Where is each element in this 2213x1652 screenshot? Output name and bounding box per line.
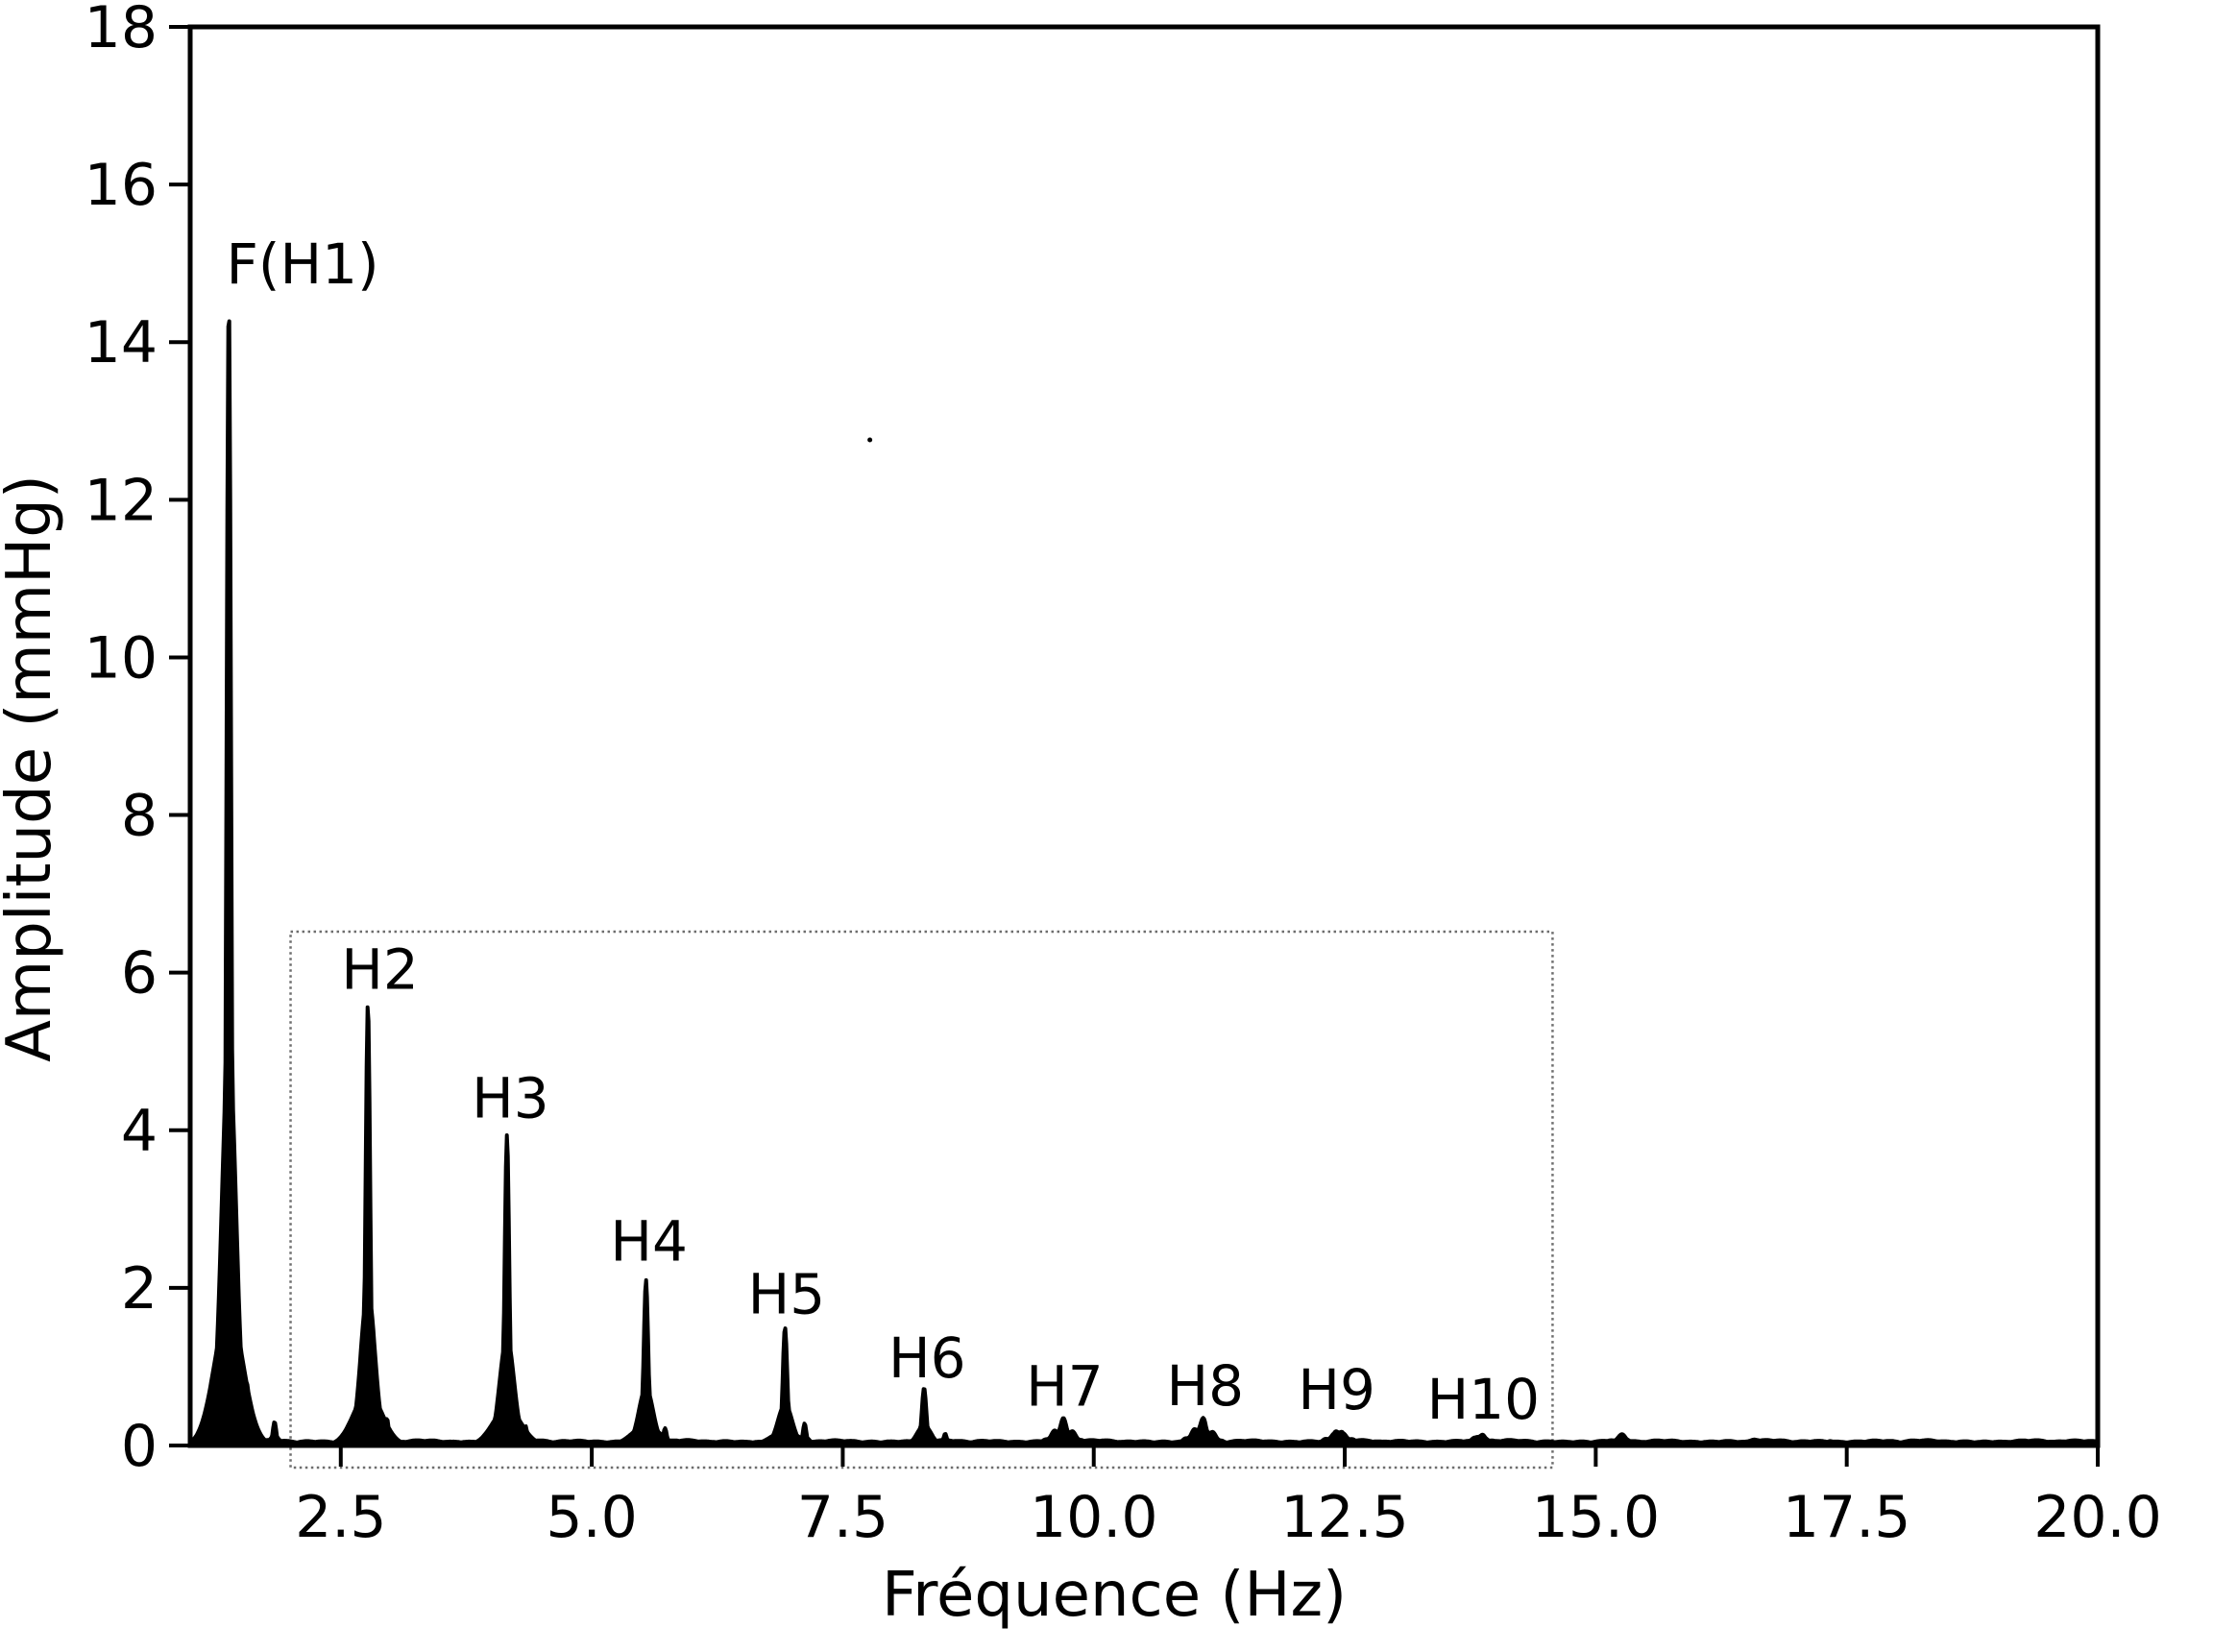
peak-label-H4: H4 xyxy=(610,1209,688,1275)
y-tick-label-16: 16 xyxy=(85,152,158,219)
peak-label-H10: H10 xyxy=(1427,1367,1540,1432)
y-tick-label-2: 2 xyxy=(121,1255,158,1323)
x-tick-label-7.5: 7.5 xyxy=(797,1484,888,1551)
peak-labels: F(H1) H2 H3 H4 H5 H6 H7 H8 H9 H10 xyxy=(226,231,1540,1432)
artifact-dot xyxy=(867,437,873,443)
plot-frame xyxy=(187,24,2101,1448)
x-tick-label-15.0: 15.0 xyxy=(1532,1484,1661,1551)
x-tick-label-5.0: 5.0 xyxy=(546,1484,637,1551)
y-tick-label-12: 12 xyxy=(85,467,158,534)
y-axis-ticks: 0 2 4 6 8 10 12 14 16 18 xyxy=(85,0,190,1480)
x-axis-title: Fréquence (Hz) xyxy=(882,1560,1347,1631)
peak-label-H2: H2 xyxy=(341,937,419,1003)
peak-label-H3: H3 xyxy=(472,1065,549,1130)
x-tick-label-12.5: 12.5 xyxy=(1280,1484,1409,1551)
y-tick-label-8: 8 xyxy=(121,783,158,850)
peak-label-H8: H8 xyxy=(1167,1353,1245,1419)
spectrum-trace xyxy=(188,319,2100,1447)
peak-label-H9: H9 xyxy=(1298,1357,1375,1422)
x-tick-label-20.0: 20.0 xyxy=(2033,1484,2162,1551)
y-tick-label-6: 6 xyxy=(121,940,158,1008)
x-tick-label-2.5: 2.5 xyxy=(295,1484,386,1551)
y-axis-title: Amplitude (mmHg) xyxy=(0,474,65,1062)
y-tick-label-0: 0 xyxy=(121,1413,158,1480)
peak-label-H6: H6 xyxy=(888,1325,966,1391)
x-tick-label-10.0: 10.0 xyxy=(1030,1484,1158,1551)
x-axis-ticks: 2.5 5.0 7.5 10.0 12.5 15.0 17.5 20.0 xyxy=(295,1446,2162,1551)
y-tick-label-4: 4 xyxy=(121,1098,158,1165)
peak-label-H7: H7 xyxy=(1026,1354,1104,1420)
y-tick-label-10: 10 xyxy=(85,624,158,692)
peak-label-H5: H5 xyxy=(748,1262,826,1327)
y-tick-label-14: 14 xyxy=(85,309,158,377)
x-tick-label-17.5: 17.5 xyxy=(1783,1484,1911,1551)
y-tick-label-18: 18 xyxy=(85,0,158,61)
peak-label-F(H1): F(H1) xyxy=(226,231,378,297)
